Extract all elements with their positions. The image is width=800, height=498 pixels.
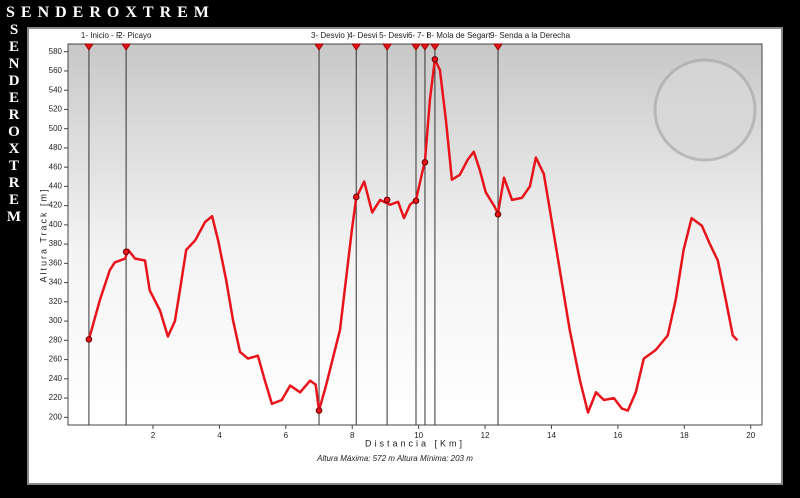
y-tick-label: 320 bbox=[49, 297, 63, 306]
waypoint-point bbox=[421, 159, 429, 166]
waypoint-marker bbox=[411, 43, 421, 51]
y-tick-label: 420 bbox=[49, 201, 63, 210]
waypoint-point bbox=[412, 197, 420, 205]
y-tick-label: 400 bbox=[49, 220, 63, 229]
waypoint-label: 7- I bbox=[417, 31, 429, 40]
y-tick-label: 380 bbox=[49, 239, 63, 248]
y-tick-label: 220 bbox=[49, 393, 63, 402]
x-tick-label: 8 bbox=[350, 431, 355, 440]
waypoint-label: 1- Inicio - F bbox=[81, 31, 121, 40]
waypoint-point bbox=[352, 193, 360, 201]
waypoint-point bbox=[431, 56, 439, 63]
x-tick-label: 10 bbox=[414, 431, 423, 440]
brand-title: SENDEROXTREM bbox=[6, 4, 215, 21]
x-tick-label: 2 bbox=[151, 431, 156, 440]
y-tick-label: 460 bbox=[49, 162, 63, 171]
y-axis-label: Altura Track [m] bbox=[38, 187, 48, 282]
waypoint-label: 5- Desvi bbox=[379, 31, 409, 40]
waypoint-marker bbox=[83, 43, 94, 51]
waypoint-marker bbox=[351, 43, 362, 51]
y-tick-label: 540 bbox=[49, 85, 63, 94]
x-tick-label: 12 bbox=[481, 431, 490, 440]
x-tick-label: 18 bbox=[680, 431, 689, 440]
y-tick-label: 500 bbox=[49, 124, 63, 133]
y-tick-label: 560 bbox=[49, 66, 63, 75]
x-axis-label: Distancia [Km] bbox=[365, 438, 465, 448]
waypoint-point bbox=[122, 248, 130, 256]
plot-area bbox=[67, 43, 763, 426]
brand-vertical: SENDEROXTREM bbox=[6, 22, 22, 226]
y-tick-label: 440 bbox=[49, 182, 63, 191]
y-tick-label: 280 bbox=[49, 335, 63, 344]
y-tick-label: 580 bbox=[49, 47, 63, 56]
waypoint-marker bbox=[382, 43, 393, 51]
waypoint-label: 6- bbox=[408, 31, 415, 40]
y-tick-label: 260 bbox=[49, 355, 63, 364]
x-tick-label: 14 bbox=[547, 431, 556, 440]
y-tick-label: 340 bbox=[49, 278, 63, 287]
waypoint-point bbox=[315, 407, 323, 414]
y-tick-label: 240 bbox=[49, 374, 63, 383]
y-tick-label: 300 bbox=[49, 316, 63, 325]
y-tick-label: 520 bbox=[49, 105, 63, 114]
waypoint-label: 4- Desvi bbox=[348, 31, 378, 40]
waypoint-label: 9- Senda a la Derecha bbox=[490, 31, 571, 40]
caption: Altura Máxima: 572 m Altura Mínima: 203 … bbox=[316, 454, 473, 463]
x-tick-label: 6 bbox=[284, 431, 289, 440]
y-tick-label: 200 bbox=[49, 412, 63, 421]
logo bbox=[653, 58, 757, 162]
waypoint-marker bbox=[420, 43, 430, 51]
y-tick-label: 480 bbox=[49, 143, 63, 152]
waypoint-point bbox=[85, 336, 93, 343]
x-tick-label: 16 bbox=[613, 431, 622, 440]
waypoint-label: 8- Mola de Segart bbox=[427, 31, 491, 40]
waypoint-label: 2- Picayo bbox=[118, 31, 152, 40]
waypoint-marker bbox=[314, 43, 324, 51]
waypoint-point bbox=[494, 210, 502, 218]
waypoint-marker bbox=[493, 43, 503, 51]
waypoint-point bbox=[383, 196, 391, 204]
waypoint-marker bbox=[429, 43, 440, 51]
waypoint-marker bbox=[121, 43, 132, 51]
x-tick-label: 20 bbox=[746, 431, 755, 440]
x-tick-label: 4 bbox=[217, 431, 222, 440]
waypoint-label: 3- Desvio ) bbox=[311, 31, 350, 40]
y-tick-label: 360 bbox=[49, 258, 63, 267]
